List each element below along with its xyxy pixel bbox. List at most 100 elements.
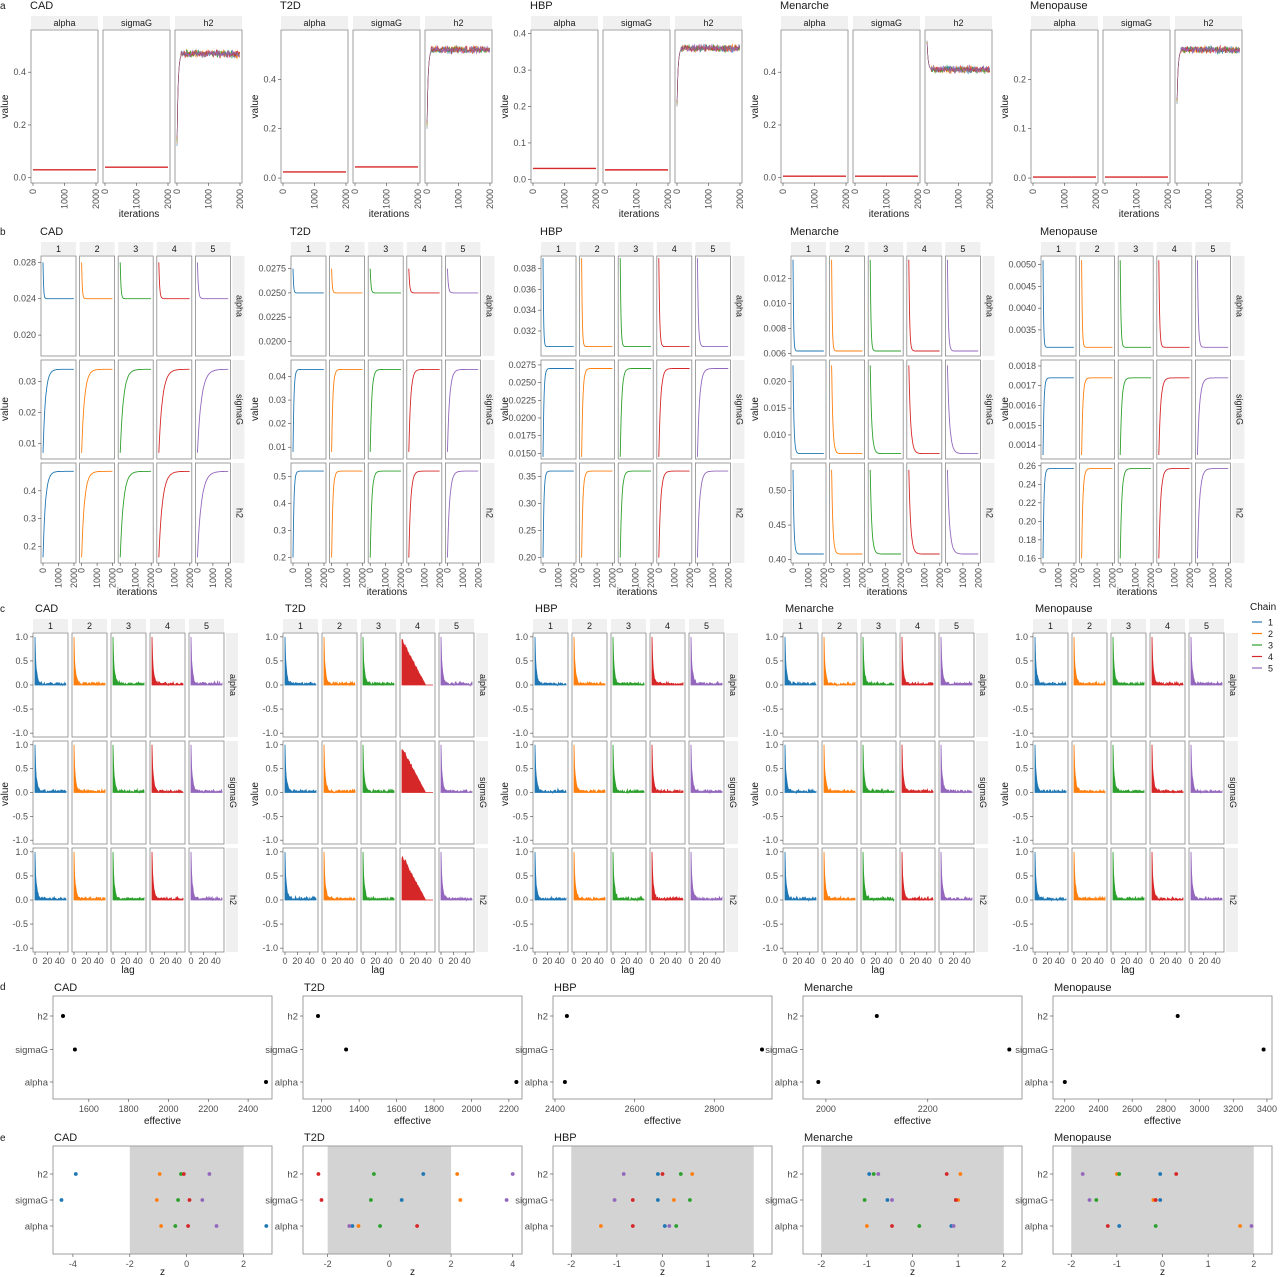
- point-chain-5: [200, 1198, 205, 1202]
- y-axis-label: value: [750, 94, 761, 118]
- y-tick-label: 0.0250: [258, 288, 286, 298]
- y-tick-label: 1.0: [765, 740, 778, 750]
- x-tick-label: 0: [672, 189, 682, 194]
- point-chain-5: [876, 1172, 881, 1176]
- trait-title: CAD: [40, 226, 63, 238]
- y-tick-label: sigmaG: [15, 1196, 48, 1207]
- y-tick-label: 0.0: [1015, 895, 1028, 905]
- y-tick-label: 0.0225: [258, 312, 286, 322]
- null-band: [129, 1146, 244, 1254]
- panel-c-trait-CAD: CAD 1 2 3 4 5 alpha -1.0 -0.5 0.0 0.5 1.0 sigmaG -1.0…: [0, 603, 238, 976]
- panel-letter-a: a: [0, 1, 6, 12]
- panel-d-trait-HBP: HBP h2 sigmaG alpha 2400 2600 2800 effective: [515, 982, 773, 1127]
- y-tick-label: 1.0: [515, 632, 528, 642]
- trace-chain-3: [869, 469, 901, 555]
- y-tick-label: sigmaG: [765, 1045, 798, 1056]
- facet-frame: [617, 462, 654, 564]
- facet-frame: [329, 359, 366, 460]
- point-chain-4: [1174, 1172, 1179, 1176]
- facet-strip-label: sigmaG: [121, 18, 152, 28]
- y-tick-label: 1.0: [15, 740, 28, 750]
- y-tick-label: 0.20: [1018, 516, 1036, 526]
- x-tick-label: 0: [904, 568, 914, 573]
- point-chain-2: [672, 1198, 676, 1202]
- x-tick-label: 1200: [312, 1104, 332, 1114]
- facet-strip-label: sigmaG: [1121, 18, 1152, 28]
- y-tick-label: 0.4: [263, 74, 276, 84]
- panel-letter-d: d: [0, 982, 6, 993]
- acf-chain-1: [534, 851, 567, 901]
- x-tick-label: 20: [659, 956, 669, 966]
- acf-chain-5: [440, 744, 473, 794]
- x-axis-label: iterations: [117, 587, 158, 598]
- x-tick-label: 0: [422, 189, 432, 194]
- x-tick-label: 40: [844, 956, 854, 966]
- point-chain-3: [688, 1198, 692, 1202]
- y-tick-label: -0.5: [12, 811, 28, 821]
- acf-chain-3: [112, 851, 145, 901]
- y-tick-label: 0.18: [1018, 535, 1036, 545]
- x-tick-label: 2000: [185, 568, 195, 588]
- facet-frame: [79, 255, 115, 357]
- null-band: [821, 1146, 1004, 1254]
- x-axis-label: effective: [894, 1116, 931, 1127]
- panel-d-trait-Menarche: Menarche h2 sigmaG alpha 2000 2200 effective: [765, 982, 1023, 1127]
- trace-chain-1: [292, 268, 324, 294]
- trace-chain-2: [331, 470, 363, 558]
- y-tick-label: h2: [787, 1012, 798, 1023]
- x-tick-label: 20: [870, 956, 880, 966]
- y-tick-label: 0.006: [763, 349, 786, 359]
- x-axis-label: effective: [394, 1116, 431, 1127]
- x-tick-label: 2000: [858, 568, 868, 588]
- x-tick-label: 0: [865, 568, 875, 573]
- x-tick-label: 40: [1133, 956, 1143, 966]
- acf-chain-1: [784, 851, 817, 902]
- x-tick-label: 0: [610, 956, 615, 966]
- x-tick-label: 40: [344, 956, 354, 966]
- point-chain-5: [347, 1224, 352, 1228]
- panel-c-trait-HBP: HBP 1 2 3 4 5 alpha -1.0 -0.5 0.0 0.5 1.0 sigmaG -1.0…: [500, 603, 738, 976]
- point-chain-5: [1249, 1224, 1254, 1228]
- x-tick-label: 3200: [1223, 1104, 1243, 1114]
- x-tick-label: 40: [211, 956, 221, 966]
- x-tick-label: 2000: [819, 568, 829, 588]
- y-tick-label: alpha: [1025, 1078, 1049, 1089]
- facet-strip: [732, 463, 745, 563]
- x-tick-label: 0: [365, 568, 375, 573]
- facet-strip: [189, 619, 224, 632]
- facet-strip: [783, 619, 818, 632]
- x-tick-label: 1000: [131, 568, 141, 588]
- x-tick-label: 2000: [841, 189, 851, 209]
- point-chain-1: [399, 1198, 404, 1202]
- x-axis-label: iterations: [619, 209, 660, 220]
- y-tick-label: 0.008: [763, 324, 786, 334]
- param-strip-label: sigmaG: [734, 394, 744, 425]
- y-tick-label: 0.2: [273, 553, 286, 563]
- x-tick-label: 0: [899, 956, 904, 966]
- point-chain-5: [612, 1198, 617, 1202]
- y-tick-label: h2: [287, 1012, 298, 1023]
- y-tick-label: 0.01: [18, 439, 36, 449]
- facet-frame: [530, 29, 599, 184]
- param-strip-label: alpha: [728, 674, 738, 696]
- facet-frame: [829, 255, 865, 357]
- facet-frame: [117, 462, 154, 564]
- y-tick-label: 0.5: [515, 764, 528, 774]
- x-tick-label: 1000: [1208, 568, 1218, 588]
- chain-strip-label: 2: [95, 244, 100, 254]
- trace-chain-1: [542, 258, 574, 348]
- acf-chain-1: [284, 744, 317, 794]
- facet-strip: [976, 741, 988, 844]
- x-tick-label: 2: [1001, 1259, 1006, 1269]
- facet-strip: [976, 633, 988, 737]
- x-tick-label: 0: [538, 568, 548, 573]
- y-tick-label: 0.45: [768, 520, 786, 530]
- x-tick-label: 2600: [1122, 1104, 1142, 1114]
- y-tick-label: 0.30: [518, 499, 536, 509]
- facet-frame: [1079, 359, 1115, 460]
- param-strip-label: h2: [234, 508, 244, 518]
- point-chain-4: [187, 1198, 192, 1202]
- y-tick-label: 0.4: [13, 67, 26, 77]
- x-axis-label: lag: [371, 965, 384, 976]
- facet-frame: [617, 359, 654, 460]
